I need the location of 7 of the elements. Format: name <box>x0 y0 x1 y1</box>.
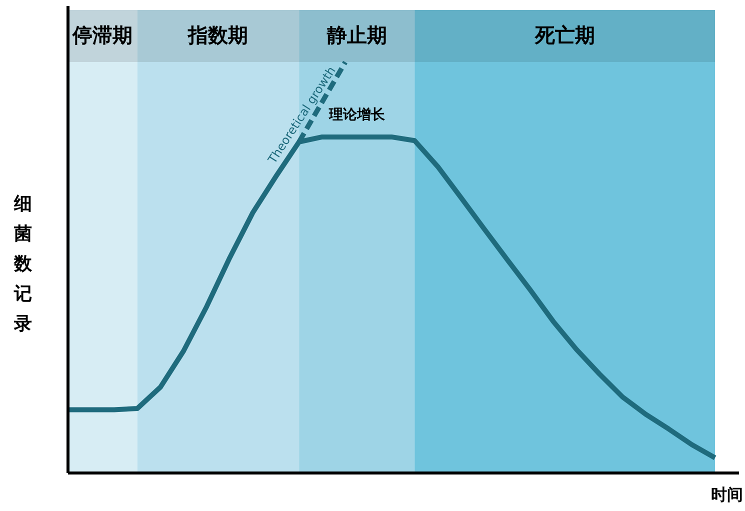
x-axis-title: 时间 <box>711 485 743 504</box>
text: 死亡期 <box>534 23 595 47</box>
text: 指数期 <box>187 23 248 47</box>
y-axis-title: 细菌数记录 <box>13 193 33 334</box>
text: 静止期 <box>326 23 387 47</box>
annotation: 理论增长 <box>328 106 386 123</box>
text: 停滞期 <box>72 23 133 47</box>
